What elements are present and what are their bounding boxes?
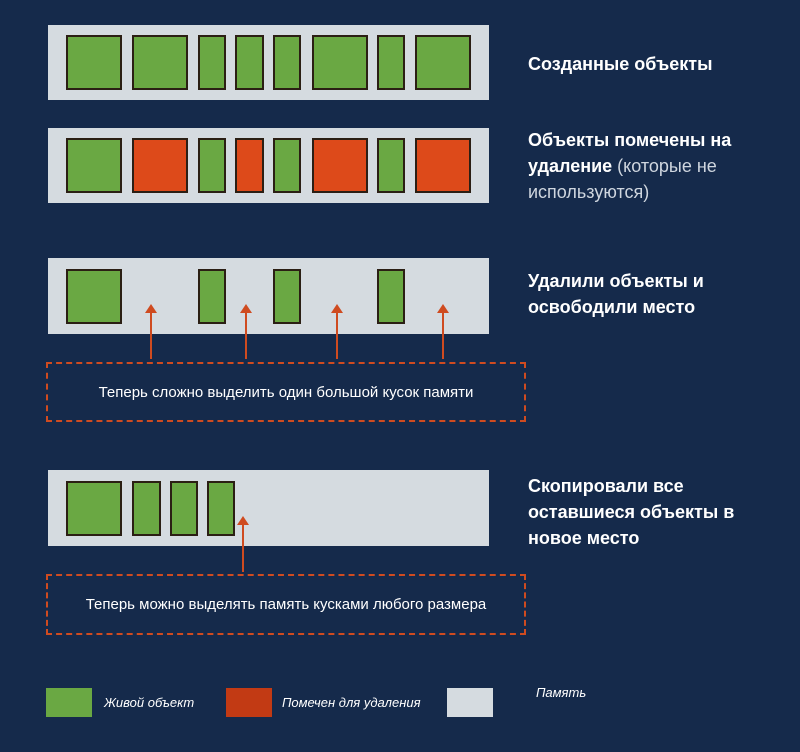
legend-swatch-live xyxy=(46,688,92,717)
live-object-block xyxy=(170,481,198,536)
live-object-block xyxy=(198,138,226,193)
fragmentation-note: Теперь сложно выделить один большой кусо… xyxy=(46,362,526,422)
live-object-block xyxy=(415,35,471,90)
live-object-block xyxy=(198,35,226,90)
live-object-block xyxy=(66,138,122,193)
live-object-block xyxy=(273,138,301,193)
legend-swatch-marked xyxy=(226,688,272,717)
legend-swatch-memory xyxy=(447,688,493,717)
free-space-arrow xyxy=(237,516,249,572)
live-object-block xyxy=(235,35,264,90)
memory-strip-marked xyxy=(48,128,489,203)
live-object-block xyxy=(66,481,122,536)
live-object-block xyxy=(132,481,161,536)
row-label-marked-bold: Объекты помечены на удаление xyxy=(528,130,732,176)
live-object-block xyxy=(66,269,122,324)
free-space-arrow xyxy=(145,304,157,359)
live-object-block xyxy=(198,269,226,324)
marked-object-block xyxy=(312,138,368,193)
live-object-block xyxy=(207,481,235,536)
free-space-arrow xyxy=(240,304,252,359)
live-object-block xyxy=(66,35,122,90)
row-label-freed: Удалили объекты и освободили место xyxy=(528,271,704,317)
live-object-block xyxy=(132,35,188,90)
legend-label-marked: Помечен для удаления xyxy=(282,695,421,710)
row-label-compacted: Скопировали все оставшиеся объекты в нов… xyxy=(528,476,735,548)
marked-object-block xyxy=(415,138,471,193)
memory-strip-freed xyxy=(48,258,489,334)
live-object-block xyxy=(377,138,405,193)
live-object-block xyxy=(377,269,405,324)
row-label-created: Созданные объекты xyxy=(528,54,713,74)
live-object-block xyxy=(312,35,368,90)
legend-label-live: Живой объект xyxy=(104,695,195,710)
free-space-arrow xyxy=(437,304,449,359)
compaction-note: Теперь можно выделять память кусками люб… xyxy=(46,574,526,635)
marked-object-block xyxy=(132,138,188,193)
live-object-block xyxy=(377,35,405,90)
free-space-arrow xyxy=(331,304,343,359)
memory-strip-created xyxy=(48,25,489,100)
live-object-block xyxy=(273,35,301,90)
row-label-marked: Объекты помечены на удаление (которые не… xyxy=(528,127,788,205)
live-object-block xyxy=(273,269,301,324)
memory-strip-compacted xyxy=(48,470,489,546)
marked-object-block xyxy=(235,138,264,193)
row-label-marked-light: (которые не используются) xyxy=(528,156,717,202)
legend-label-memory: Память xyxy=(536,685,587,700)
